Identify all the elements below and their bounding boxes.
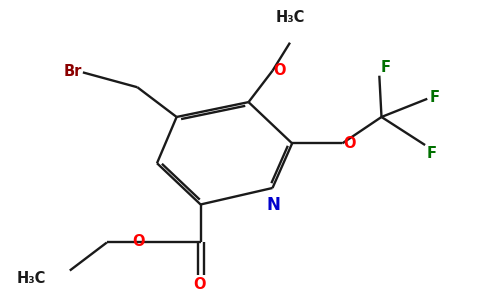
Text: O: O <box>193 278 206 292</box>
Text: F: F <box>427 146 437 161</box>
Text: H₃C: H₃C <box>275 10 304 25</box>
Text: F: F <box>380 60 390 75</box>
Text: O: O <box>273 63 286 78</box>
Text: O: O <box>133 234 145 249</box>
Text: Br: Br <box>63 64 82 79</box>
Text: O: O <box>343 136 356 151</box>
Text: H₃C: H₃C <box>16 271 46 286</box>
Text: N: N <box>267 196 280 214</box>
Text: F: F <box>429 90 439 105</box>
